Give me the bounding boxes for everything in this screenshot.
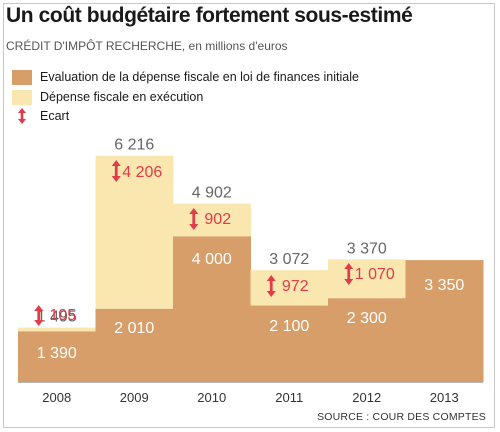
value-label-ecart-2011: 972: [282, 278, 309, 295]
chart-title: Un coût budgétaire fortement sous-estimé: [6, 4, 413, 27]
legend-label-ecart: Ecart: [40, 109, 70, 123]
value-label-ecart-2010: 902: [204, 211, 231, 228]
legend-label-execution: Dépense fiscale en exécution: [40, 90, 204, 104]
legend-swatch-execution: [12, 89, 32, 105]
value-label-initial-2010: 4 000: [192, 251, 232, 268]
legend-item-ecart: Ecart: [12, 108, 69, 124]
bar-initial-2012: [328, 298, 406, 382]
x-tick-label-2008: 2008: [42, 390, 71, 405]
chart-subtitle: CRÉDIT D'IMPÔT RECHERCHE, en millions d'…: [6, 39, 288, 53]
ecart-arrow-2012: [344, 263, 354, 285]
source-note: SOURCE : COUR DES COMPTES: [317, 411, 486, 423]
value-label-ecart-2009: 4 206: [122, 164, 162, 181]
x-tick-label-2012: 2012: [352, 390, 381, 405]
legend-item-initial: Evaluation de la dépense fiscale en loi …: [12, 69, 359, 85]
legend-label-initial: Evaluation de la dépense fiscale en loi …: [40, 70, 359, 84]
value-label-execution-2012: 3 370: [347, 240, 387, 257]
value-label-ecart-2008: 105: [49, 307, 76, 324]
value-label-initial-2013: 3 350: [424, 277, 464, 294]
value-label-initial-2009: 2 010: [114, 320, 154, 337]
value-label-initial-2012: 2 300: [347, 310, 387, 327]
x-tick-label-2009: 2009: [120, 390, 149, 405]
value-label-execution-2008: 1 495: [37, 309, 77, 326]
bar-execution-2010: [173, 203, 251, 237]
bar-initial-2009: [95, 308, 174, 382]
bar-execution-2011: [250, 270, 329, 306]
bar-initial-2008: [18, 331, 96, 382]
x-tick-label-2011: 2011: [275, 390, 303, 405]
bar-initial-2013: [405, 260, 484, 382]
ecart-arrow-2008: [34, 305, 44, 326]
bar-initial-2011: [250, 305, 329, 382]
value-label-ecart-2012: 1 070: [355, 266, 395, 283]
bar-execution-2008: [18, 327, 96, 332]
ecart-arrow-icon: [18, 108, 26, 124]
bar-execution-2009: [95, 155, 174, 309]
value-label-execution-2011: 3 072: [269, 251, 309, 268]
ecart-arrow-2009: [111, 160, 121, 182]
legend-item-execution: Dépense fiscale en exécution: [12, 89, 203, 105]
value-label-initial-2008: 1 390: [37, 345, 77, 362]
x-tick-label-2013: 2013: [430, 390, 459, 405]
bar-execution-2012: [328, 259, 406, 299]
value-label-initial-2011: 2 100: [269, 318, 309, 335]
bar-initial-2010: [173, 236, 251, 382]
legend-swatch-initial: [12, 69, 32, 85]
x-tick-label-2010: 2010: [197, 390, 226, 405]
chart-frame: [3, 3, 495, 428]
ecart-arrow-2011: [266, 275, 276, 297]
value-label-execution-2009: 6 216: [114, 137, 154, 154]
value-label-execution-2010: 4 902: [192, 185, 232, 202]
ecart-arrow-2010: [189, 208, 199, 230]
